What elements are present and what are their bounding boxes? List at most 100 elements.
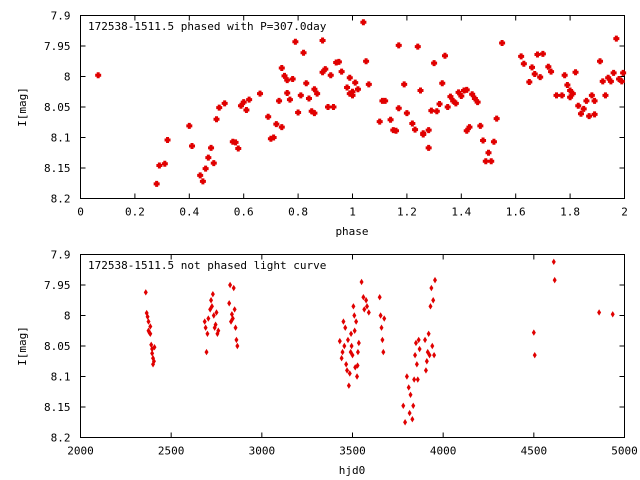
unphased-data-point <box>404 373 409 380</box>
phased-x-tick-label: 2 <box>621 206 628 219</box>
phased-y-tick-label: 7.95 <box>44 40 71 53</box>
unphased-data-point <box>203 324 208 331</box>
phased-data-point <box>208 144 215 151</box>
phased-data-point <box>618 78 625 85</box>
phased-data-point <box>365 81 372 88</box>
phased-data-point <box>620 69 627 76</box>
phased-data-point <box>395 42 402 49</box>
unphased-data-point <box>355 362 360 369</box>
phased-data-point <box>346 74 353 81</box>
phased-data-point <box>246 96 253 103</box>
unphased-data-point <box>532 351 537 359</box>
unphased-y-tick-label: 7.9 <box>51 249 71 262</box>
phased-data-point <box>439 80 446 87</box>
phased-data-point <box>387 116 394 123</box>
unphased-x-tick-label: 5000 <box>611 445 638 458</box>
unphased-data-point <box>356 339 361 347</box>
phased-data-point <box>561 72 568 79</box>
phased-data-point <box>205 154 212 161</box>
unphased-data-point <box>432 351 437 359</box>
unphased-data-point <box>202 318 207 325</box>
phased-data-point <box>401 81 408 88</box>
unphased-data-point <box>148 330 153 337</box>
phased-data-point <box>482 158 489 165</box>
unphased-data-point <box>343 324 348 331</box>
unphased-data-point <box>410 416 415 423</box>
unphased-data-point <box>232 306 237 313</box>
phased-data-point <box>164 136 171 143</box>
phased-data-point <box>613 35 620 42</box>
phased-data-point <box>485 149 492 156</box>
unphased-data-point <box>411 402 416 409</box>
phased-data-point <box>431 60 438 67</box>
unphased-data-point <box>403 419 408 426</box>
unphased-data-point <box>552 276 557 284</box>
unphased-x-tick-label: 4000 <box>430 445 457 458</box>
phased-data-point <box>311 110 318 117</box>
unphased-data-point <box>379 324 384 331</box>
phased-data-point <box>297 92 304 99</box>
phased-data-point <box>354 86 361 93</box>
phased-data-point <box>433 108 440 115</box>
unphased-data-point <box>377 294 382 301</box>
unphased-data-point <box>340 348 345 356</box>
phased-data-point <box>591 97 598 104</box>
phased-data-point <box>319 37 326 44</box>
unphased-data-point <box>429 284 434 292</box>
phased-data-point <box>292 38 299 45</box>
unphased-data-point <box>148 323 153 330</box>
unphased-data-point <box>366 309 371 316</box>
phased-data-point <box>235 145 242 152</box>
unphased-data-point <box>352 327 357 334</box>
unphased-data-point <box>430 342 435 350</box>
unphased-y-tick-label: 7.95 <box>44 279 71 292</box>
phased-data-point <box>545 63 552 70</box>
phased-data-point <box>444 104 451 110</box>
phased-data-point <box>240 99 247 106</box>
phased-data-point <box>243 107 250 114</box>
phased-data-point <box>553 92 560 99</box>
unphased-data-point <box>150 350 155 357</box>
phased-data-point <box>599 78 606 85</box>
unphased-data-point <box>210 290 215 298</box>
phased-data-point <box>463 86 470 93</box>
unphased-data-point <box>339 355 344 362</box>
unphased-data-point <box>401 402 406 409</box>
unphased-data-point <box>412 376 417 383</box>
phased-data-point <box>591 111 598 118</box>
phased-data-point <box>202 165 209 172</box>
unphased-x-axis-label: hjd0 <box>339 464 366 477</box>
unphased-data-point <box>355 373 360 380</box>
unphased-data-point <box>610 311 615 318</box>
phased-data-point <box>607 78 614 85</box>
phased-data-point <box>520 60 527 67</box>
unphased-data-point <box>413 339 418 347</box>
phased-data-point <box>257 90 264 97</box>
phased-data-point <box>597 58 604 65</box>
phased-data-point <box>322 66 329 73</box>
phased-plot-frame <box>80 15 625 199</box>
phased-data-point <box>466 124 473 131</box>
phased-x-tick-label: 1.2 <box>397 206 417 219</box>
phased-data-point <box>412 126 419 133</box>
unphased-data-point <box>551 258 556 266</box>
phased-data-point <box>529 64 536 71</box>
phased-data-point <box>270 134 277 141</box>
unphased-data-point <box>354 318 359 325</box>
unphased-data-point <box>349 342 354 350</box>
unphased-data-point <box>362 306 367 313</box>
phased-x-ticks: 0 0.2 0.4 0.6 0.8 1 1.2 1.4 1.6 1.8 2 <box>77 15 628 219</box>
phased-data-point <box>273 121 280 128</box>
phased-data-point <box>221 100 228 107</box>
unphased-x-tick-label: 2500 <box>158 445 185 458</box>
phased-data-point <box>360 19 367 26</box>
unphased-data-point <box>378 312 383 319</box>
phased-data-point <box>286 96 293 103</box>
phased-data-point <box>564 82 571 89</box>
unphased-data-point <box>415 376 420 383</box>
phased-data-point <box>338 68 345 75</box>
phased-data-point <box>349 88 356 95</box>
phased-data-point <box>393 127 400 134</box>
